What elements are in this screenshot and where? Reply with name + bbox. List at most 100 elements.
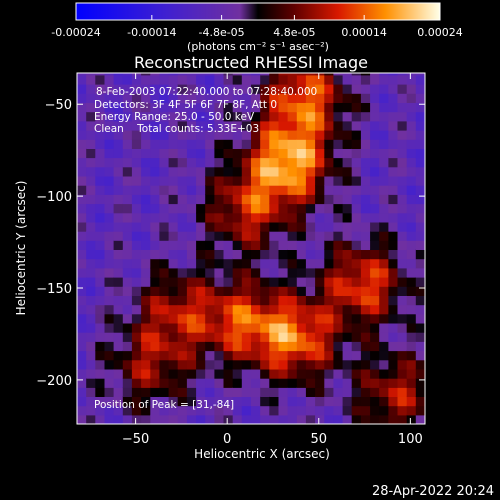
heatmap-cell bbox=[251, 148, 261, 159]
heatmap-cell bbox=[342, 73, 353, 76]
heatmap-cell bbox=[305, 277, 316, 287]
heatmap-cell bbox=[77, 313, 87, 324]
heatmap-cell bbox=[379, 313, 389, 324]
heatmap-cell bbox=[104, 240, 115, 250]
heatmap-cell bbox=[196, 93, 206, 103]
heatmap-cell bbox=[324, 130, 335, 140]
heatmap-cell bbox=[131, 240, 142, 250]
heatmap-cell bbox=[315, 84, 325, 94]
heatmap-cell bbox=[141, 212, 151, 223]
heatmap-cell bbox=[122, 277, 133, 287]
heatmap-cell bbox=[397, 249, 408, 260]
heatmap-cell bbox=[150, 139, 161, 149]
heatmap-cell bbox=[113, 332, 124, 342]
heatmap-cell bbox=[415, 304, 425, 315]
heatmap-cell bbox=[186, 414, 197, 424]
heatmap-cell bbox=[397, 378, 408, 388]
heatmap-cell bbox=[168, 332, 179, 342]
heatmap-cell bbox=[315, 240, 325, 250]
heatmap-cell bbox=[122, 130, 133, 140]
heatmap-cell bbox=[95, 157, 106, 168]
heatmap-cell bbox=[95, 84, 106, 94]
heatmap-cell bbox=[141, 231, 151, 241]
heatmap-cell bbox=[278, 102, 289, 113]
heatmap-cell bbox=[360, 378, 371, 388]
heatmap-cell bbox=[260, 267, 270, 278]
heatmap-cell bbox=[186, 341, 197, 352]
heatmap-cell bbox=[141, 93, 151, 103]
heatmap-cell bbox=[287, 175, 298, 186]
heatmap-cell bbox=[122, 313, 133, 324]
heatmap-cell bbox=[141, 74, 151, 85]
heatmap-cell bbox=[324, 84, 335, 94]
heatmap-cell bbox=[77, 203, 87, 214]
heatmap-cell bbox=[333, 405, 344, 416]
heatmap-cell bbox=[324, 341, 335, 352]
heatmap-cell bbox=[141, 304, 151, 315]
heatmap-cell bbox=[196, 221, 206, 232]
heatmap-cell bbox=[269, 139, 280, 149]
heatmap-cell bbox=[397, 258, 408, 269]
heatmap-cell bbox=[415, 341, 425, 352]
heatmap-cell bbox=[342, 414, 353, 424]
heatmap-cell bbox=[315, 102, 325, 113]
heatmap-cell bbox=[168, 231, 179, 241]
heatmap-cell bbox=[131, 368, 142, 379]
heatmap-cell bbox=[196, 102, 206, 113]
heatmap-cell bbox=[205, 148, 215, 159]
heatmap-cell bbox=[342, 175, 353, 186]
heatmap-cell bbox=[397, 120, 408, 131]
heatmap-cell bbox=[278, 286, 289, 296]
heatmap-cell bbox=[186, 120, 197, 131]
heatmap-cell bbox=[141, 359, 151, 370]
heatmap-cell bbox=[186, 350, 197, 361]
heatmap-cell bbox=[305, 130, 316, 140]
heatmap-cell bbox=[342, 120, 353, 131]
heatmap-cell bbox=[260, 84, 270, 94]
heatmap-cell bbox=[406, 166, 417, 177]
heatmap-cell bbox=[406, 405, 417, 416]
x-tick-label: −50 bbox=[122, 432, 149, 447]
heatmap-cell bbox=[351, 313, 362, 324]
heatmap-cell bbox=[241, 322, 252, 333]
heatmap-cell bbox=[205, 231, 215, 241]
heatmap-cell bbox=[77, 175, 87, 186]
heatmap-cell bbox=[113, 185, 124, 195]
heatmap-cell bbox=[196, 295, 206, 306]
heatmap-cell bbox=[214, 332, 225, 342]
heatmap-cell bbox=[324, 93, 335, 103]
heatmap-cell bbox=[388, 139, 399, 149]
heatmap-cell bbox=[77, 73, 87, 76]
heatmap-cell bbox=[223, 249, 234, 260]
heatmap-cell bbox=[388, 414, 399, 424]
heatmap-cell bbox=[232, 148, 243, 159]
heatmap-cell bbox=[223, 157, 234, 168]
heatmap-cell bbox=[150, 185, 161, 195]
heatmap-cell bbox=[150, 405, 161, 416]
heatmap-cell bbox=[150, 93, 161, 103]
heatmap-cell bbox=[196, 405, 206, 416]
heatmap-cell bbox=[113, 295, 124, 306]
heatmap-cell bbox=[278, 157, 289, 168]
heatmap-cell bbox=[104, 359, 115, 370]
heatmap-cell bbox=[333, 102, 344, 113]
heatmap-cell bbox=[269, 221, 280, 232]
heatmap-cell bbox=[104, 249, 115, 260]
heatmap-cell bbox=[287, 277, 298, 287]
heatmap-cell bbox=[342, 304, 353, 315]
heatmap-cell bbox=[351, 267, 362, 278]
heatmap-cell bbox=[131, 258, 142, 269]
heatmap-cell bbox=[141, 405, 151, 416]
heatmap-cell bbox=[296, 93, 307, 103]
heatmap-cell bbox=[351, 120, 362, 131]
heatmap-cell bbox=[113, 74, 124, 85]
heatmap-cell bbox=[305, 249, 316, 260]
heatmap-cell bbox=[205, 304, 215, 315]
heatmap-cell bbox=[223, 139, 234, 149]
colorbar-gradient bbox=[75, 2, 441, 21]
heatmap-cell bbox=[168, 102, 179, 113]
heatmap-cell bbox=[296, 74, 307, 85]
heatmap-cell bbox=[388, 277, 399, 287]
heatmap-cell bbox=[269, 387, 280, 397]
